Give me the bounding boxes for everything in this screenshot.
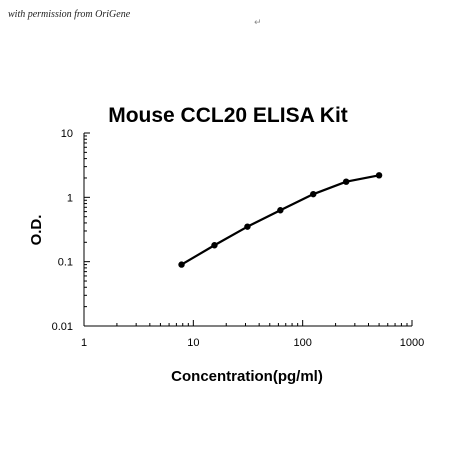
data-point (342, 178, 350, 185)
data-point (211, 242, 218, 249)
y-axis-label: O.D. (28, 215, 45, 246)
standard-curve-line (180, 174, 380, 266)
tick-labels: 1 10 100 1000 0.01 0.1 1 10 (52, 128, 425, 349)
y-tick-label: 1 (67, 192, 73, 204)
x-tick-label: 1 (81, 337, 87, 349)
data-point (244, 223, 251, 230)
data-point (310, 190, 317, 198)
ticks (83, 132, 413, 327)
x-tick-label: 1000 (400, 337, 424, 349)
credit-text: with permission from OriGene (8, 9, 131, 20)
chart-title: Mouse CCL20 ELISA Kit (108, 104, 348, 127)
data-point (178, 261, 185, 268)
x-tick-label: 100 (293, 337, 311, 349)
y-tick-label: 0.01 (52, 321, 73, 333)
data-point (375, 172, 383, 179)
x-tick-label: 10 (187, 337, 199, 349)
series (178, 172, 383, 268)
x-axis-label: Concentration(pg/ml) (171, 368, 323, 385)
data-point (277, 207, 284, 214)
y-tick-label: 10 (61, 128, 73, 140)
return-mark-icon: ↵ (254, 18, 262, 28)
axes (83, 133, 412, 327)
y-tick-label: 0.1 (58, 257, 73, 269)
